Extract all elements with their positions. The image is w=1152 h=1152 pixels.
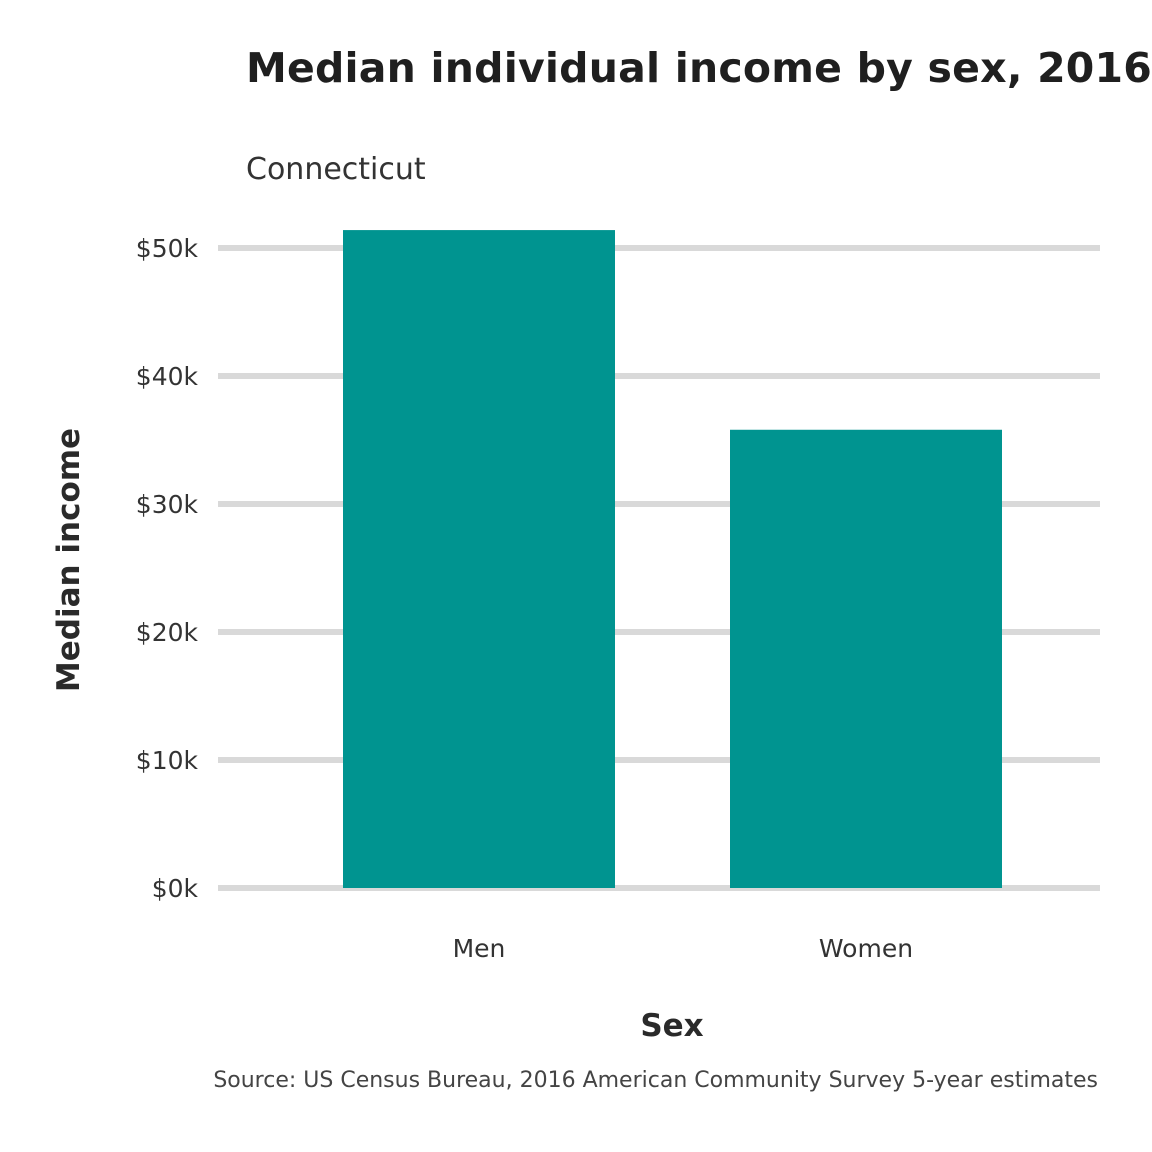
y-tick-label: $0k — [152, 874, 199, 903]
chart-title: Median individual income by sex, 2016 — [246, 44, 1152, 92]
x-tick-label: Men — [453, 934, 506, 963]
y-tick-label: $20k — [136, 618, 199, 647]
bar-women — [730, 429, 1002, 888]
x-axis-label: Sex — [640, 1008, 704, 1044]
y-tick-label: $30k — [136, 490, 199, 519]
bar-men — [343, 230, 615, 888]
y-tick-label: $10k — [136, 746, 199, 775]
y-tick-label: $40k — [136, 362, 199, 391]
chart-subtitle: Connecticut — [246, 152, 426, 187]
y-tick-label: $50k — [136, 234, 199, 263]
x-tick-label: Women — [819, 934, 913, 963]
chart-caption: Source: US Census Bureau, 2016 American … — [213, 1068, 1098, 1093]
